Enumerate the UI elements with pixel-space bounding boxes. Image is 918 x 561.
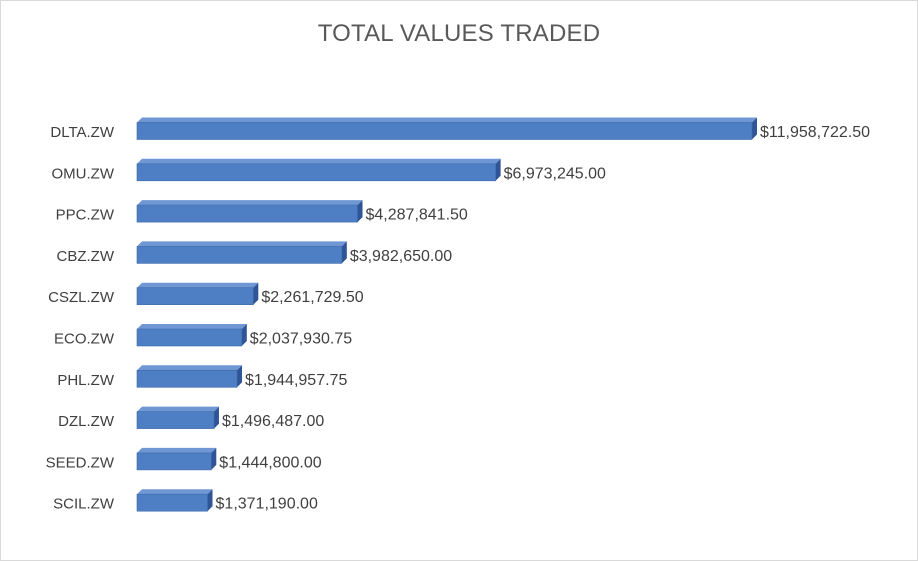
data-label: $3,982,650.00	[350, 248, 452, 265]
bar-top-face	[137, 447, 217, 453]
bar-side-face	[207, 489, 213, 512]
category-label: ECO.ZW	[54, 331, 115, 348]
data-label: $2,261,729.50	[261, 289, 363, 306]
category-label: DLTA.ZW	[50, 124, 114, 141]
data-label: $1,444,800.00	[219, 454, 321, 471]
bar-side-face	[357, 200, 363, 223]
bar-top-face	[137, 282, 259, 288]
bar	[136, 204, 358, 223]
data-label: $11,958,722.50	[760, 124, 870, 141]
bar-top-face	[137, 117, 757, 123]
bar	[136, 411, 215, 429]
bar-side-face	[213, 406, 219, 429]
bar-top-face	[137, 200, 363, 206]
bar-side-face	[211, 447, 217, 470]
category-label: CSZL.ZW	[48, 289, 115, 306]
bar	[136, 493, 208, 512]
bar	[136, 246, 343, 264]
category-label: SCIL.ZW	[53, 496, 115, 513]
category-label: SEED.ZW	[46, 454, 115, 471]
data-label: $1,496,487.00	[222, 413, 324, 430]
bar-top-face	[137, 365, 243, 371]
bar-side-face	[752, 117, 757, 140]
data-label: $1,944,957.75	[245, 372, 347, 389]
bar-top-face	[137, 158, 501, 164]
bar-top-face	[137, 406, 219, 412]
bar	[136, 452, 212, 471]
bar	[136, 163, 496, 182]
bar	[136, 122, 753, 140]
category-label: DZL.ZW	[58, 413, 115, 430]
bar	[136, 287, 254, 306]
chart-title: TOTAL VALUES TRADED	[317, 20, 601, 47]
bar-top-face	[137, 489, 213, 495]
bar-side-face	[495, 158, 501, 181]
bar	[136, 369, 238, 388]
bar-side-face	[237, 365, 243, 388]
data-label: $6,973,245.00	[504, 165, 606, 182]
category-label: PHL.ZW	[57, 372, 115, 389]
category-label: OMU.ZW	[52, 165, 115, 182]
bar-side-face	[341, 241, 347, 264]
bar	[136, 328, 243, 347]
data-label: $2,037,930.75	[250, 331, 352, 348]
category-label: PPC.ZW	[56, 207, 115, 224]
data-label: $1,371,190.00	[216, 496, 318, 513]
bar-side-face	[241, 324, 247, 346]
data-label: $4,287,841.50	[366, 207, 468, 224]
bar-side-face	[253, 282, 259, 305]
bar-top-face	[137, 241, 347, 247]
bar-top-face	[137, 324, 247, 329]
category-label: CBZ.ZW	[57, 248, 115, 265]
